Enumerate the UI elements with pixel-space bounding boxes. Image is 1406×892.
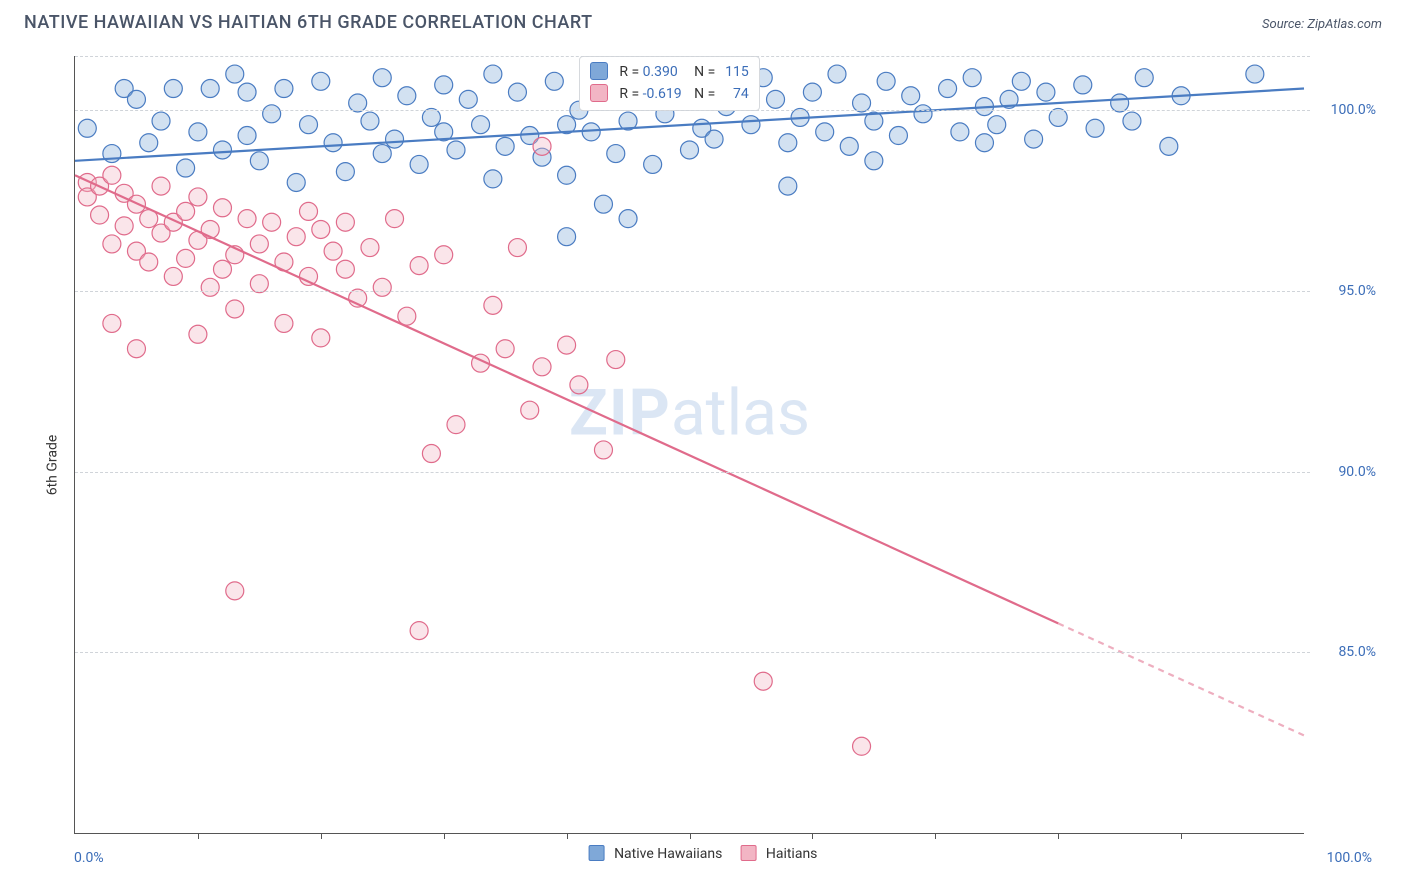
trend-line [75,175,1058,623]
gridline [75,56,1310,57]
corr-row-series1: R = 0.390 N = 115 [590,61,749,83]
trend-layer [75,56,1304,833]
x-tick [812,833,813,839]
y-axis-label: 6th Grade [44,435,60,496]
x-tick [198,833,199,839]
chart-container: 6th Grade ZIPatlas R = 0.390 N = 115 R =… [24,50,1382,880]
y-tick-label: 90.0% [1338,464,1376,480]
x-tick [321,833,322,839]
y-tick-label: 100.0% [1331,102,1376,118]
trend-line [1058,623,1304,735]
x-tick [444,833,445,839]
legend-swatch-icon [589,845,605,861]
x-tick [1181,833,1182,839]
x-axis-start-label: 0.0% [74,850,104,866]
legend-item-series1: Native Hawaiians [589,845,723,862]
legend-bottom: Native Hawaiians Haitians [589,845,818,862]
legend-item-series2: Haitians [740,845,817,862]
gridline [75,110,1310,111]
correlation-box: R = 0.390 N = 115 R = -0.619 N = 74 [579,56,760,111]
y-tick-label: 95.0% [1338,283,1376,299]
gridline [75,291,1310,292]
series2-swatch-icon [590,84,608,102]
corr-row-series2: R = -0.619 N = 74 [590,83,749,105]
x-axis-end-label: 100.0% [1327,850,1372,866]
plot-area: ZIPatlas R = 0.390 N = 115 R = -0.619 N … [74,56,1304,834]
gridline [75,652,1310,653]
source-label: Source: ZipAtlas.com [1262,17,1382,32]
x-tick [567,833,568,839]
x-tick [1058,833,1059,839]
legend-label: Native Hawaiians [614,846,722,862]
x-tick [935,833,936,839]
legend-swatch-icon [740,845,756,861]
chart-title: NATIVE HAWAIIAN VS HAITIAN 6TH GRADE COR… [24,12,593,33]
y-tick-label: 85.0% [1338,644,1376,660]
gridline [75,472,1310,473]
legend-label: Haitians [766,846,818,862]
series1-swatch-icon [590,62,608,80]
x-tick [690,833,691,839]
